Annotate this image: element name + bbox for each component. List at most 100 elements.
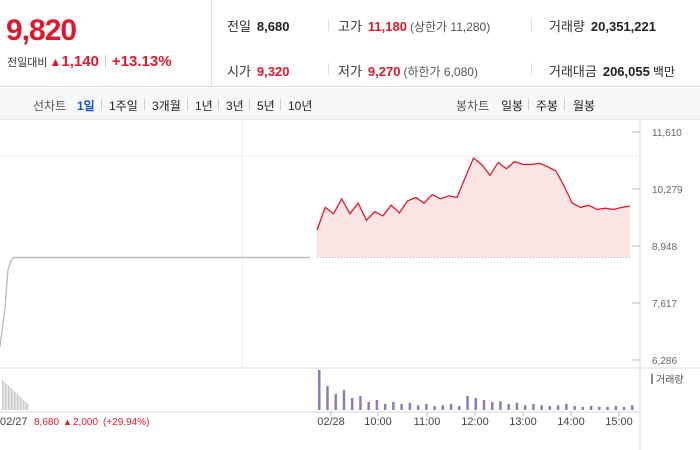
period-10y[interactable]: 10년 bbox=[288, 99, 313, 113]
volume-bar bbox=[581, 406, 585, 410]
volume-bar bbox=[458, 406, 461, 410]
volume-bar bbox=[449, 404, 453, 410]
chart-toolbar: 선차트 1일 1주일 3개월 1년 3년 5년 10년 봉차트 일봉 주봉 월봉 bbox=[0, 88, 700, 120]
y-tick-label: 6,286 bbox=[652, 356, 677, 367]
volume-bar bbox=[474, 398, 477, 410]
stat-prev-close: 전일 8,680 bbox=[227, 16, 289, 35]
y-axis-ticks: 11,610 10,279 8,948 7,617 6,286 bbox=[632, 128, 683, 367]
volume-bar bbox=[367, 402, 370, 410]
y-tick-label: 7,617 bbox=[652, 299, 677, 310]
divider bbox=[280, 99, 281, 110]
prev-volume-bar bbox=[23, 399, 24, 410]
x-tick-label: 15:00 bbox=[605, 416, 633, 428]
volume-bar bbox=[490, 402, 494, 410]
prev-volume-bar bbox=[15, 392, 17, 410]
volume-bar bbox=[573, 406, 576, 410]
x-tick-label: 11:00 bbox=[414, 416, 441, 428]
volume-bar bbox=[507, 404, 510, 410]
period-1d[interactable]: 1일 bbox=[77, 99, 95, 113]
stat-high: 고가 11,180 (상한가 11,280) bbox=[338, 16, 490, 35]
stat-value: 11,180 bbox=[367, 19, 407, 34]
candle-chart-title: 봉차트 bbox=[456, 99, 490, 113]
stat-label: 거래대금 bbox=[549, 64, 597, 79]
stat-value: 206,055 bbox=[602, 64, 650, 79]
volume-bar bbox=[499, 401, 502, 410]
unit-label: 백만 bbox=[652, 65, 675, 79]
stat-label: 고가 bbox=[338, 19, 362, 34]
volume-legend-label: 거래량 bbox=[656, 374, 684, 386]
divider bbox=[328, 19, 329, 31]
quote-summary: 9,820 전일대비 ▲1,140 +13.13% 전일 8,680 시가 9,320 … bbox=[0, 0, 700, 87]
divider bbox=[104, 55, 106, 67]
prev-volume-bar bbox=[11, 388, 12, 410]
stat-label: 시가 bbox=[227, 64, 251, 79]
period-3y[interactable]: 3년 bbox=[226, 99, 244, 113]
volume-bar bbox=[318, 370, 321, 410]
volume-bar bbox=[523, 405, 527, 410]
volume-bar bbox=[631, 405, 634, 410]
current-price: 9,820 bbox=[6, 14, 77, 47]
volume-bar bbox=[441, 405, 445, 410]
divider bbox=[144, 99, 145, 110]
volume-bar bbox=[532, 404, 535, 410]
x-tick-label: 14:00 bbox=[557, 416, 585, 428]
stat-value: 9,270 bbox=[367, 64, 401, 79]
volume-bar bbox=[622, 406, 626, 410]
today-series bbox=[316, 157, 631, 258]
volume-bar bbox=[326, 386, 329, 410]
prev-volume-bar bbox=[27, 403, 29, 410]
volume-bar bbox=[515, 402, 519, 410]
volume-bar bbox=[425, 404, 428, 410]
x-tick-label: 02/28 bbox=[317, 416, 345, 428]
stat-value: 9,320 bbox=[256, 64, 290, 79]
volume-bar bbox=[548, 406, 552, 410]
candle-daily[interactable]: 일봉 bbox=[501, 99, 524, 113]
change-row: 전일대비 ▲1,140 +13.13% bbox=[7, 53, 172, 70]
volume-bar bbox=[466, 396, 469, 410]
change-value: 1,140 bbox=[61, 53, 99, 70]
prev-volume-bar bbox=[2, 380, 3, 410]
price-chart: 11,610 10,279 8,948 7,617 6,286 거래량 02/28 10:… bbox=[0, 120, 700, 450]
x-tick-label: 12:00 bbox=[461, 416, 489, 428]
volume-legend-icon bbox=[651, 374, 653, 384]
up-arrow-icon: ▲ bbox=[49, 55, 62, 69]
prev-day-line bbox=[0, 256, 310, 347]
volume-bar bbox=[408, 402, 412, 410]
candle-monthly[interactable]: 월봉 bbox=[573, 99, 596, 113]
volume-bar bbox=[375, 400, 379, 410]
divider bbox=[218, 99, 219, 110]
prev-day-percent: (+29.94%) bbox=[103, 417, 149, 428]
period-1y[interactable]: 1년 bbox=[195, 99, 213, 113]
stat-value: 8,680 bbox=[256, 19, 290, 34]
stat-label: 저가 bbox=[338, 64, 362, 79]
stat-volume: 거래량 20,351,221 bbox=[549, 16, 656, 35]
change-percent: +13.13% bbox=[111, 53, 172, 70]
grid bbox=[0, 120, 700, 450]
divider bbox=[528, 99, 529, 110]
prev-volume-bar bbox=[14, 391, 15, 410]
period-1w[interactable]: 1주일 bbox=[109, 99, 138, 113]
x-tick-label: 10:00 bbox=[364, 416, 392, 428]
volume-bar bbox=[400, 404, 403, 410]
volume-bar bbox=[342, 390, 346, 410]
candle-weekly[interactable]: 주봉 bbox=[536, 99, 559, 113]
volume-bar bbox=[350, 398, 354, 410]
divider bbox=[249, 99, 250, 110]
volume-bar bbox=[416, 405, 420, 410]
period-3m[interactable]: 3개월 bbox=[152, 99, 181, 113]
prev-day-arrow-icon: ▲ bbox=[63, 417, 72, 427]
divider bbox=[187, 99, 188, 110]
y-tick-label: 8,948 bbox=[652, 242, 677, 253]
volume-bar bbox=[433, 406, 436, 410]
stat-low: 저가 9,270 (하한가 6,080) bbox=[338, 61, 478, 80]
divider bbox=[531, 63, 532, 75]
price-area bbox=[317, 158, 630, 258]
volume-bars: 거래량 bbox=[2, 370, 684, 410]
change-label: 전일대비 bbox=[7, 57, 48, 69]
volume-bar bbox=[334, 394, 337, 410]
period-5y[interactable]: 5년 bbox=[257, 99, 275, 113]
volume-bar bbox=[359, 396, 362, 410]
stat-trade-value: 거래대금 206,055 백만 bbox=[549, 61, 675, 80]
prev-volume-bar bbox=[24, 401, 26, 410]
divider bbox=[328, 63, 329, 75]
